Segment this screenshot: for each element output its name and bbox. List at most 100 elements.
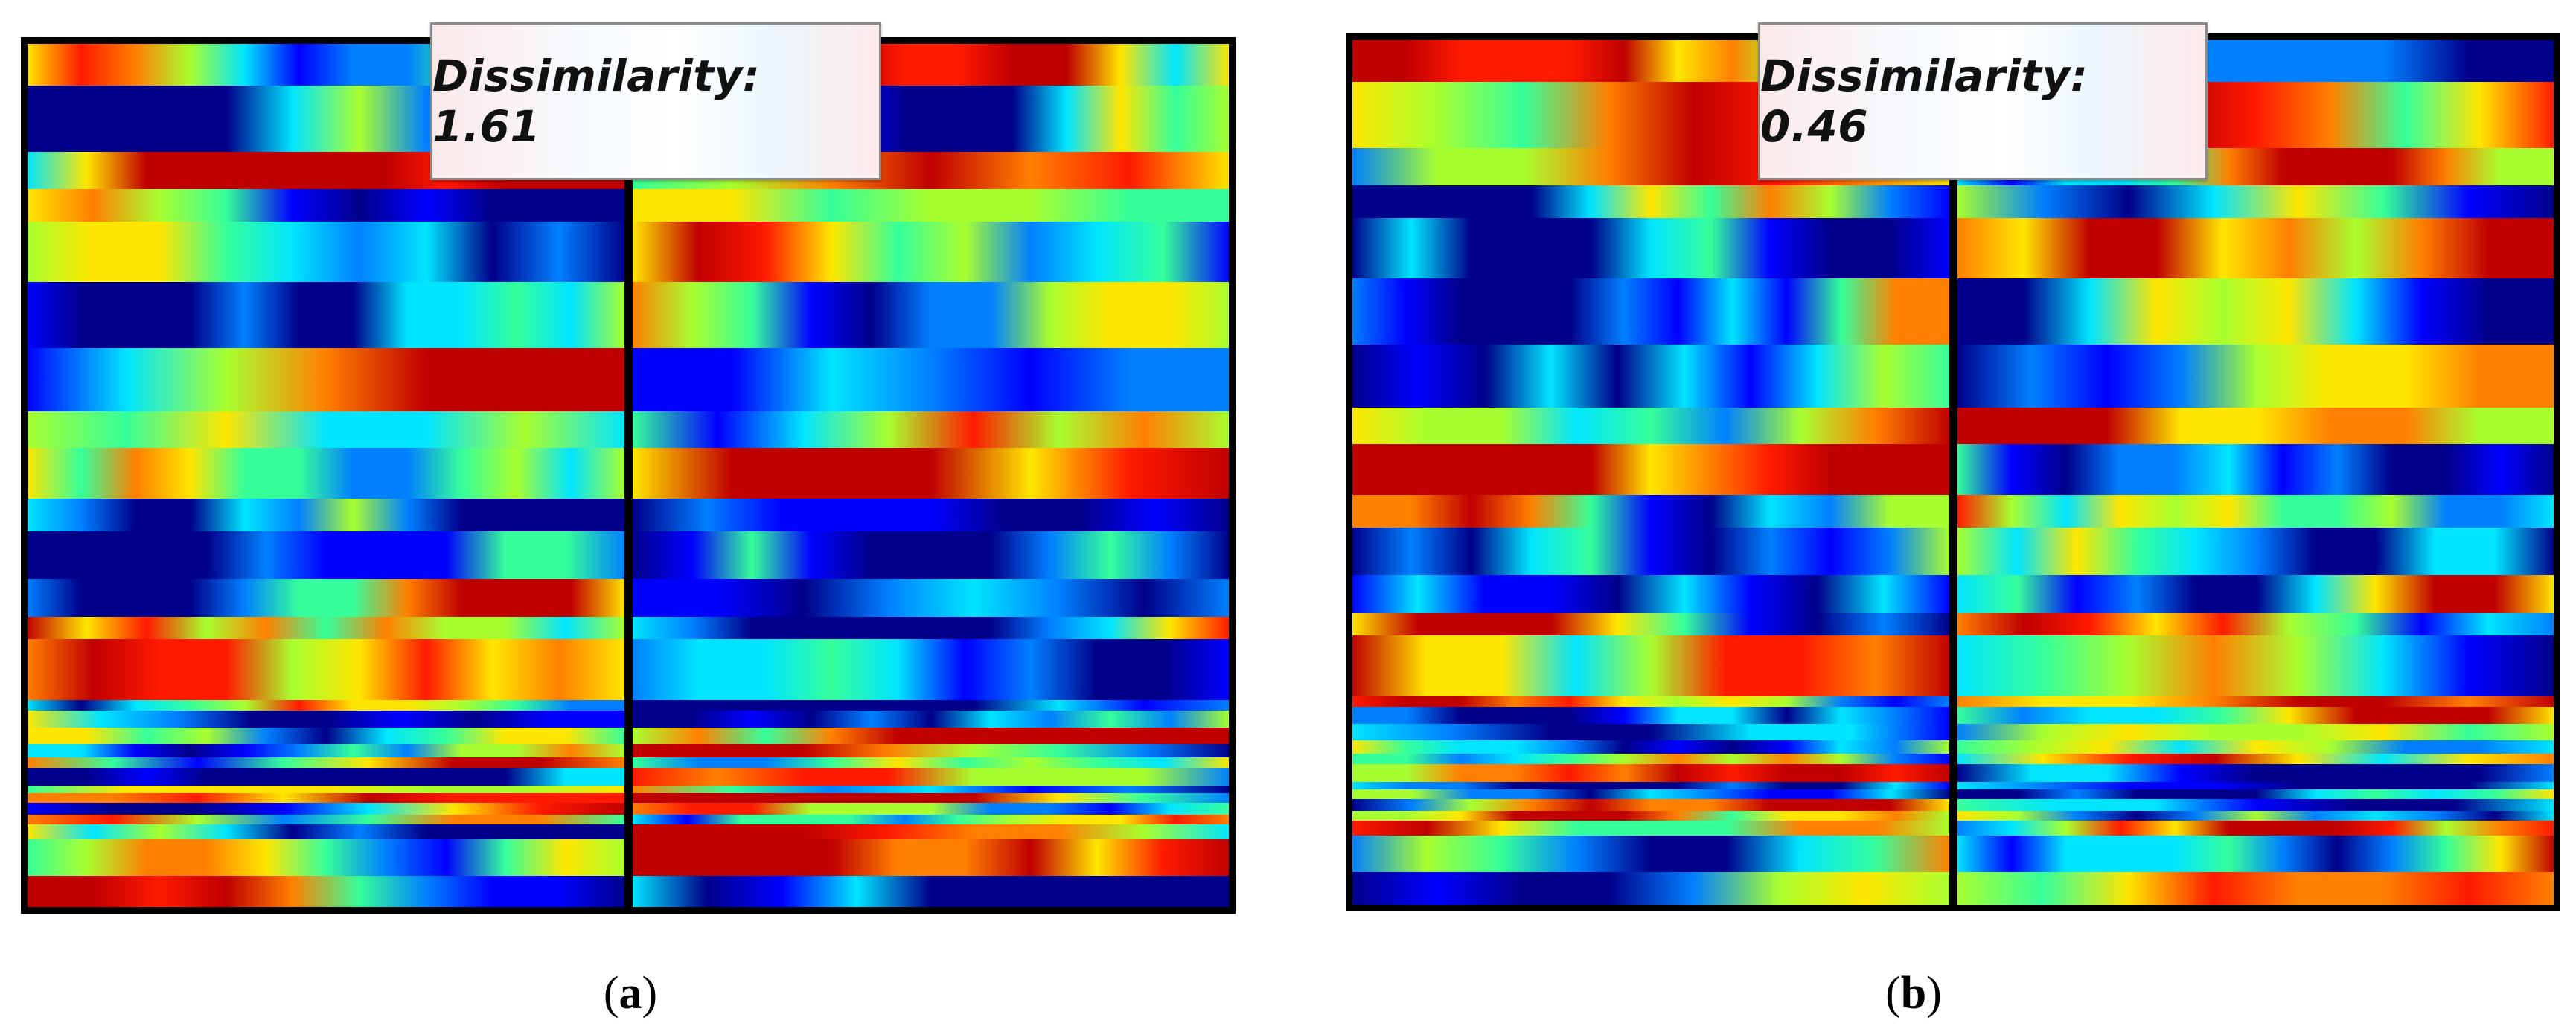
heatmap-band	[1957, 836, 2554, 873]
heatmap-band	[27, 839, 625, 877]
heatmap-band	[1957, 575, 2554, 614]
heatmap-band	[1957, 811, 2554, 821]
heatmap-band	[27, 189, 625, 222]
heatmap-band	[1352, 408, 1950, 445]
heatmap-band	[633, 189, 1230, 222]
heatmap-band	[633, 617, 1230, 640]
heatmap-band	[27, 711, 625, 728]
heatmap-band	[1352, 836, 1950, 873]
panel-a: Dissimilarity: 1.61 (a)	[21, 22, 1236, 1019]
heatmap-band	[1957, 821, 2554, 836]
heatmap-band	[633, 786, 1230, 794]
heatmap-band	[1957, 185, 2554, 219]
heatmap-band	[27, 579, 625, 618]
heatmap-divider	[624, 37, 632, 914]
dissimilarity-text-a: Dissimilarity: 1.61	[432, 51, 761, 152]
heatmap-band	[27, 793, 625, 804]
panel-b: Dissimilarity: 0.46 (b)	[1288, 0, 2576, 1035]
heatmap-band	[27, 282, 625, 349]
heatmap-image-a	[21, 37, 1236, 914]
heatmap-band	[1352, 764, 1950, 783]
heatmap-band	[1352, 724, 1950, 741]
heatmap-band	[1957, 696, 2554, 708]
heatmap-band	[1352, 799, 1950, 812]
heatmap-band	[1957, 799, 2554, 812]
heatmap-band	[27, 768, 625, 786]
heatmap-band	[633, 531, 1230, 580]
heatmap-band	[1352, 811, 1950, 821]
heatmap-band	[1352, 782, 1950, 790]
heatmap-band	[633, 579, 1230, 618]
heatmap-band	[633, 803, 1230, 815]
heatmap-band	[1352, 575, 1950, 614]
heatmap-band	[27, 617, 625, 640]
heatmap-band	[27, 803, 625, 815]
heatmap-band	[27, 531, 625, 580]
heatmap-band	[1957, 764, 2554, 783]
heatmap-panel-b	[1346, 33, 2560, 911]
heatmap-band	[27, 815, 625, 825]
caption-letter-b: b	[1900, 968, 1927, 1019]
heatmap-band	[633, 700, 1230, 711]
heatmap-band	[1352, 872, 1950, 906]
heatmap-band	[1957, 444, 2554, 496]
heatmap-band	[1957, 408, 2554, 445]
heatmap-band	[1957, 613, 2554, 636]
caption-a: (a)	[603, 968, 658, 1019]
heatmap-band	[1352, 635, 1950, 697]
heatmap-band	[633, 839, 1230, 877]
heatmap-band	[1352, 754, 1950, 765]
heatmap-band	[1957, 724, 2554, 741]
heatmap-band	[633, 448, 1230, 499]
heatmap-band	[1352, 444, 1950, 496]
heatmap-band	[1352, 696, 1950, 708]
heatmap-band	[1957, 754, 2554, 765]
heatmap-band	[1352, 218, 1950, 279]
heatmap-band	[1957, 495, 2554, 528]
heatmap-band	[1352, 185, 1950, 219]
heatmap-band	[633, 815, 1230, 825]
caption-b: (b)	[1885, 968, 1942, 1019]
heatmap-band	[633, 282, 1230, 349]
heatmap-band	[633, 222, 1230, 283]
heatmap-band	[633, 348, 1230, 412]
heatmap-band	[27, 348, 625, 412]
heatmap-band	[1957, 782, 2554, 790]
heatmap-band	[633, 824, 1230, 840]
heatmap-band	[633, 711, 1230, 728]
heatmap-band	[1352, 707, 1950, 725]
heatmap-panel-a	[21, 37, 1236, 914]
heatmap-band	[633, 876, 1230, 909]
heatmap-band	[27, 728, 625, 745]
heatmap-band	[633, 768, 1230, 786]
heatmap-band	[1352, 789, 1950, 800]
heatmap-band	[27, 757, 625, 769]
heatmap-band	[1352, 495, 1950, 528]
heatmap-band	[1957, 872, 2554, 906]
heatmap-band	[633, 757, 1230, 769]
heatmap-band	[633, 744, 1230, 758]
heatmap-band	[633, 728, 1230, 745]
heatmap-band	[1957, 218, 2554, 279]
heatmap-band	[27, 700, 625, 711]
heatmap-band	[1352, 278, 1950, 345]
dissimilarity-label-a: Dissimilarity: 1.61	[430, 22, 881, 180]
heatmap-band	[1352, 821, 1950, 836]
heatmap-band	[1352, 528, 1950, 576]
heatmap-band	[1957, 635, 2554, 697]
heatmap-band	[27, 448, 625, 499]
heatmap-band	[27, 786, 625, 794]
heatmap-divider	[1949, 33, 1957, 911]
heatmap-band	[27, 824, 625, 840]
heatmap-band	[1957, 278, 2554, 345]
heatmap-band	[27, 876, 625, 909]
heatmap-band	[1957, 707, 2554, 725]
heatmap-band	[1957, 740, 2554, 754]
heatmap-band	[633, 793, 1230, 804]
heatmap-band	[1352, 613, 1950, 636]
heatmap-band	[27, 744, 625, 758]
heatmap-band	[633, 411, 1230, 449]
heatmap-band	[27, 222, 625, 283]
heatmap-band	[633, 639, 1230, 701]
dissimilarity-text-b: Dissimilarity: 0.46	[1760, 51, 2088, 152]
